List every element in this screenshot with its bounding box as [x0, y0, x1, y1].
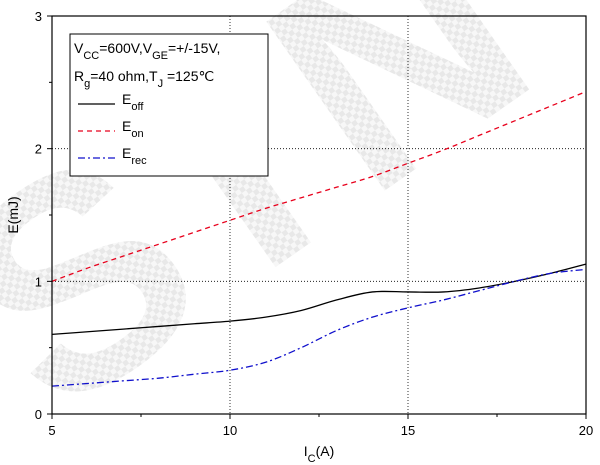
legend-text-segment: g — [84, 78, 90, 90]
legend-text-segment: GE — [152, 50, 168, 62]
legend-label-on: Eon — [122, 118, 144, 140]
series-line-on — [51, 91, 587, 282]
axis-titles: IC(A) E(mJ) — [5, 196, 334, 465]
legend-label-sub: on — [131, 128, 143, 140]
legend-text-segment: =40 ohm,T — [90, 68, 158, 84]
legend-label-rec: Erec — [122, 145, 147, 167]
x-axis-title-sub: C — [308, 453, 316, 465]
series-line-off — [51, 263, 587, 336]
y-tick-label: 2 — [35, 142, 42, 157]
y-tick-label: 1 — [35, 274, 42, 289]
legend-label-main: E — [122, 145, 131, 161]
x-axis-title-main: I — [304, 443, 308, 459]
legend-label-sub: rec — [131, 155, 147, 167]
x-tick-label: 10 — [223, 423, 237, 438]
x-tick-label: 20 — [579, 423, 593, 438]
legend-label-main: E — [122, 118, 131, 134]
x-tick-label: 15 — [401, 423, 415, 438]
legend-text-segment: R — [74, 68, 84, 84]
axis-ticks: 5 10 15 20 0 1 2 3 — [35, 9, 593, 438]
legend-text-segment: =125℃ — [163, 68, 214, 84]
legend-condition-line: Rg=40 ohm,TJ =125℃ — [74, 68, 214, 90]
legend-text-segment: CC — [83, 50, 99, 62]
legend-text-segment: =600V,V — [99, 40, 152, 56]
legend: VCC=600V,VGE=+/-15V,Rg=40 ohm,TJ =125℃Eo… — [69, 33, 269, 177]
series-line-rec — [51, 268, 587, 387]
x-tick-label: 5 — [48, 423, 55, 438]
legend-text-segment: V — [74, 40, 84, 56]
legend-label-main: E — [122, 91, 131, 107]
legend-text-segment: =+/-15V, — [168, 40, 220, 56]
y-tick-label: 0 — [35, 407, 42, 422]
x-axis-title-suffix: (A) — [316, 443, 335, 459]
series-group — [51, 91, 587, 387]
legend-text-segment: J — [158, 78, 164, 90]
legend-label-off: Eoff — [122, 91, 144, 113]
legend-condition-line: VCC=600V,VGE=+/-15V, — [74, 40, 220, 62]
y-axis-title: E(mJ) — [5, 196, 21, 233]
y-tick-label: 3 — [35, 9, 42, 24]
legend-label-sub: off — [131, 101, 144, 113]
legend-box — [69, 33, 269, 177]
x-axis-title: IC(A) — [304, 443, 335, 465]
